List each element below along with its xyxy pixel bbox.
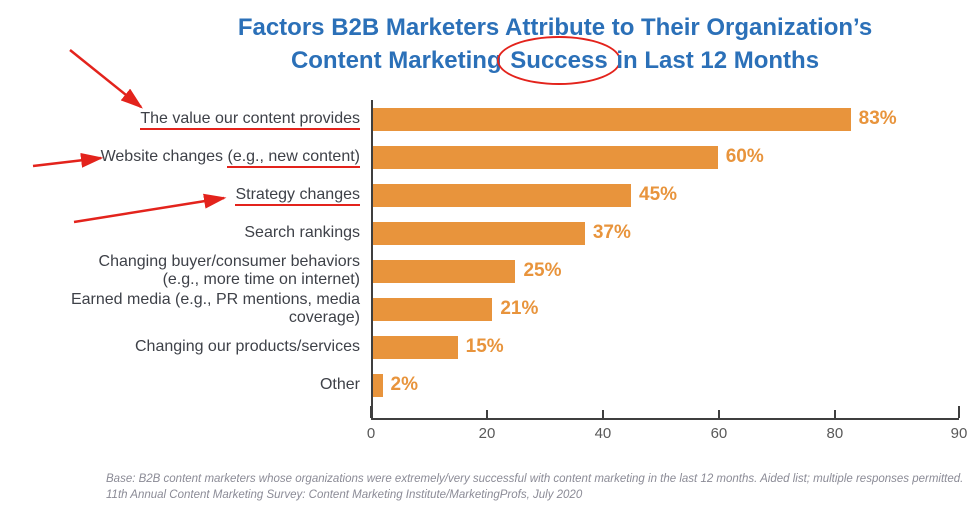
bar-track: 25% [371, 252, 957, 290]
bar [371, 259, 516, 283]
chart-row: The value our content provides 83% [10, 100, 957, 138]
category-label: Earned media (e.g., PR mentions, media c… [10, 291, 371, 327]
category-label: Changing our products/services [10, 338, 371, 356]
label-segment: Changing our products/services [134, 338, 360, 355]
category-label-line: Changing buyer/consumer behaviors [10, 253, 360, 271]
chart-row: Website changes (e.g., new content) 60% [10, 138, 957, 176]
chart-title-line2-pre: Content Marketing [290, 47, 509, 74]
chart-row: Strategy changes 45% [10, 176, 957, 214]
x-axis-tick-label: 90 [950, 425, 968, 442]
bar [371, 107, 851, 131]
x-axis-tick [370, 406, 372, 418]
chart-row: Search rankings 37% [10, 214, 957, 252]
category-label: Strategy changes [10, 186, 371, 206]
chart-row: Changing our products/services 15% [10, 328, 957, 366]
value-label: 15% [465, 336, 504, 357]
label-segment: Search rankings [244, 224, 360, 241]
value-label: 60% [725, 146, 764, 167]
x-axis-tick [485, 410, 488, 418]
value-label: 2% [390, 374, 419, 395]
label-segment: Other [319, 376, 360, 393]
category-label: Changing buyer/consumer behaviors (e.g., … [10, 253, 371, 289]
bar-track: 15% [371, 328, 957, 366]
category-label: Website changes (e.g., new content) [10, 148, 371, 168]
x-axis-tick-label: 80 [826, 425, 844, 442]
bar [371, 297, 493, 321]
category-label-line: Search rankings [10, 224, 360, 242]
x-axis-tick-label: 20 [478, 425, 496, 442]
bar [371, 145, 718, 169]
bar-chart: The value our content provides 83% Website… [10, 96, 967, 442]
x-axis-tick-label: 40 [594, 425, 612, 442]
value-label: 21% [500, 298, 539, 319]
category-label: Other [10, 376, 371, 394]
chart-title: Factors B2B Marketers Attribute to Their… [130, 12, 980, 85]
label-segment: Earned media (e.g., PR mentions, media c… [70, 291, 360, 326]
x-axis-tick-label: 60 [710, 425, 728, 442]
label-segment-red-underline: Strategy changes [235, 186, 360, 206]
value-label: 45% [639, 184, 678, 205]
chart-title-line2: Content Marketing Success in Last 12 Mon… [130, 36, 980, 85]
x-axis-tick [717, 410, 720, 418]
x-axis-tick [958, 406, 960, 418]
bar [371, 221, 585, 245]
category-label-line: Earned media (e.g., PR mentions, media c… [10, 291, 360, 327]
label-segment: (e.g., more time on internet) [162, 271, 360, 288]
category-label-line: Website changes (e.g., new content) [10, 148, 360, 168]
bar-track: 21% [371, 290, 957, 328]
category-label-line: (e.g., more time on internet) [10, 271, 360, 289]
success-circle-annotation: Success [497, 36, 621, 85]
bar-track: 83% [371, 100, 957, 138]
value-label: 25% [523, 260, 562, 281]
bar [371, 183, 632, 207]
source-note-line2: 11th Annual Content Marketing Survey: Co… [106, 488, 583, 501]
x-axis: 0 20 40 60 80 90 [367, 406, 967, 442]
chart-rows: The value our content provides 83% Website… [10, 96, 957, 404]
category-label-line: Other [10, 376, 360, 394]
chart-row: Changing buyer/consumer behaviors (e.g., … [10, 252, 957, 290]
value-label: 37% [592, 222, 631, 243]
category-label: Search rankings [10, 224, 371, 242]
x-axis-tick [601, 410, 604, 418]
label-segment: Changing buyer/consumer behaviors [98, 253, 360, 270]
y-axis-line [371, 100, 373, 418]
source-note: Base: B2B content marketers whose organi… [106, 472, 963, 503]
x-axis-tick [833, 410, 836, 418]
chart-title-line2-post: in Last 12 Months [609, 47, 820, 74]
chart-row: Earned media (e.g., PR mentions, media c… [10, 290, 957, 328]
category-label: The value our content provides [10, 110, 371, 130]
source-note-line1: Base: B2B content marketers whose organi… [106, 473, 964, 485]
bar-track: 37% [371, 214, 957, 252]
category-label-line: Strategy changes [10, 186, 360, 206]
label-segment-red-underline: (e.g., new content) [227, 148, 360, 168]
chart-row: Other 2% [10, 366, 957, 404]
label-segment: Website changes [100, 148, 228, 165]
bar [371, 373, 383, 397]
category-label-line: Changing our products/services [10, 338, 360, 356]
value-label: 83% [858, 108, 897, 129]
bar-track: 60% [371, 138, 957, 176]
bar-track: 45% [371, 176, 957, 214]
bar [371, 335, 458, 359]
x-axis-tick-label: 0 [366, 425, 376, 442]
bar-track: 2% [371, 366, 957, 404]
category-label-line: The value our content provides [10, 110, 360, 130]
label-segment-red-underline: The value our content provides [140, 110, 360, 130]
